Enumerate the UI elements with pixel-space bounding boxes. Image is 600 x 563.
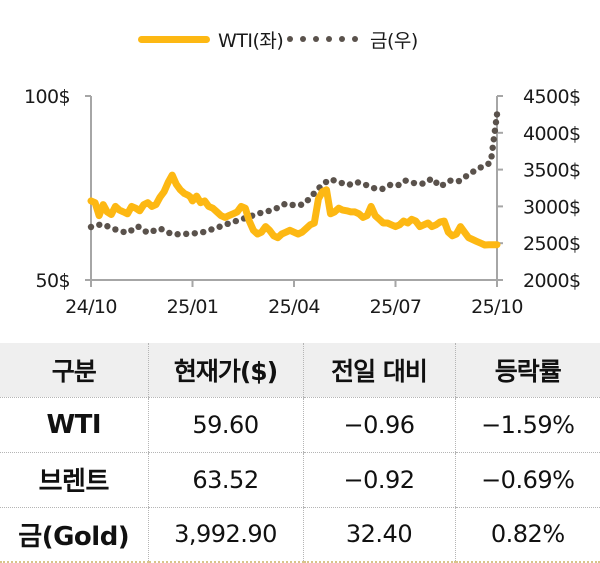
x-axis-tick-label: 24/10: [65, 296, 117, 318]
right-axis-tick-label: 4000$: [523, 123, 580, 145]
row-change: −0.96: [302, 397, 455, 453]
right-axis-tick-label: 3000$: [523, 196, 580, 218]
x-axis-tick-label: 25/07: [370, 296, 422, 318]
legend-item-wti: WTI(좌): [138, 22, 284, 56]
table-row-wti: WTI 59.60 −0.96 −1.59%: [0, 397, 600, 453]
row-rate: −1.59%: [454, 397, 600, 453]
left-axis-tick-label: 50$: [36, 270, 70, 292]
table-header-row: 구분 현재가($) 전일 대비 등락률: [0, 343, 600, 398]
row-rate: 0.82%: [454, 507, 600, 563]
right-axis-tick-label: 2000$: [523, 270, 580, 292]
x-axis-tick-label: 25/01: [167, 296, 219, 318]
chart-legend: WTI(좌) 금(우): [0, 22, 600, 56]
x-axis-tick-label: 25/04: [268, 296, 320, 318]
row-change: 32.40: [302, 507, 455, 563]
dual-axis-line-chart: 4500$ 4000$ 3500$ 3000$ 2500$ 2000$ 24/10 25/01…: [24, 86, 581, 318]
gold-series: [87, 111, 501, 238]
right-axis-tick-label: 4500$: [523, 86, 580, 108]
right-axis-tick-label: 3500$: [523, 160, 580, 182]
left-axis-tick-label: 100$: [24, 86, 70, 108]
table-row-gold: 금(Gold) 3,992.90 32.40 0.82%: [0, 507, 600, 563]
row-change: −0.92: [302, 452, 455, 508]
legend-label-gold: 금(우): [370, 29, 418, 52]
right-axis-tick-label: 2500$: [523, 233, 580, 255]
header-category: 구분: [0, 343, 148, 398]
price-table: 구분 현재가($) 전일 대비 등락률 WTI 59.60 −0.96 −1.5…: [0, 343, 600, 563]
legend-item-gold: 금(우): [287, 22, 418, 56]
axis-labels: 4500$ 4000$ 3500$ 3000$ 2500$ 2000$ 24/10 25/01…: [24, 86, 581, 318]
row-price: 3,992.90: [147, 507, 303, 563]
header-price: 현재가($): [147, 343, 303, 398]
chart-axes: [85, 95, 503, 287]
row-name: 브렌트: [0, 452, 148, 508]
table-row-brent: 브렌트 63.52 −0.92 −0.69%: [0, 452, 600, 508]
row-price: 63.52: [147, 452, 303, 508]
row-rate: −0.69%: [454, 452, 600, 508]
row-name: 금(Gold): [0, 507, 148, 563]
wti-series: [87, 171, 501, 249]
dotted-line-swatch-icon: [287, 36, 358, 42]
solid-line-swatch-icon: [138, 35, 210, 43]
row-name: WTI: [0, 397, 148, 453]
header-rate: 등락률: [454, 343, 600, 398]
row-price: 59.60: [147, 397, 303, 453]
header-change: 전일 대비: [302, 343, 455, 398]
x-axis-tick-label: 25/10: [471, 296, 523, 318]
legend-label-wti: WTI(좌): [218, 29, 284, 52]
